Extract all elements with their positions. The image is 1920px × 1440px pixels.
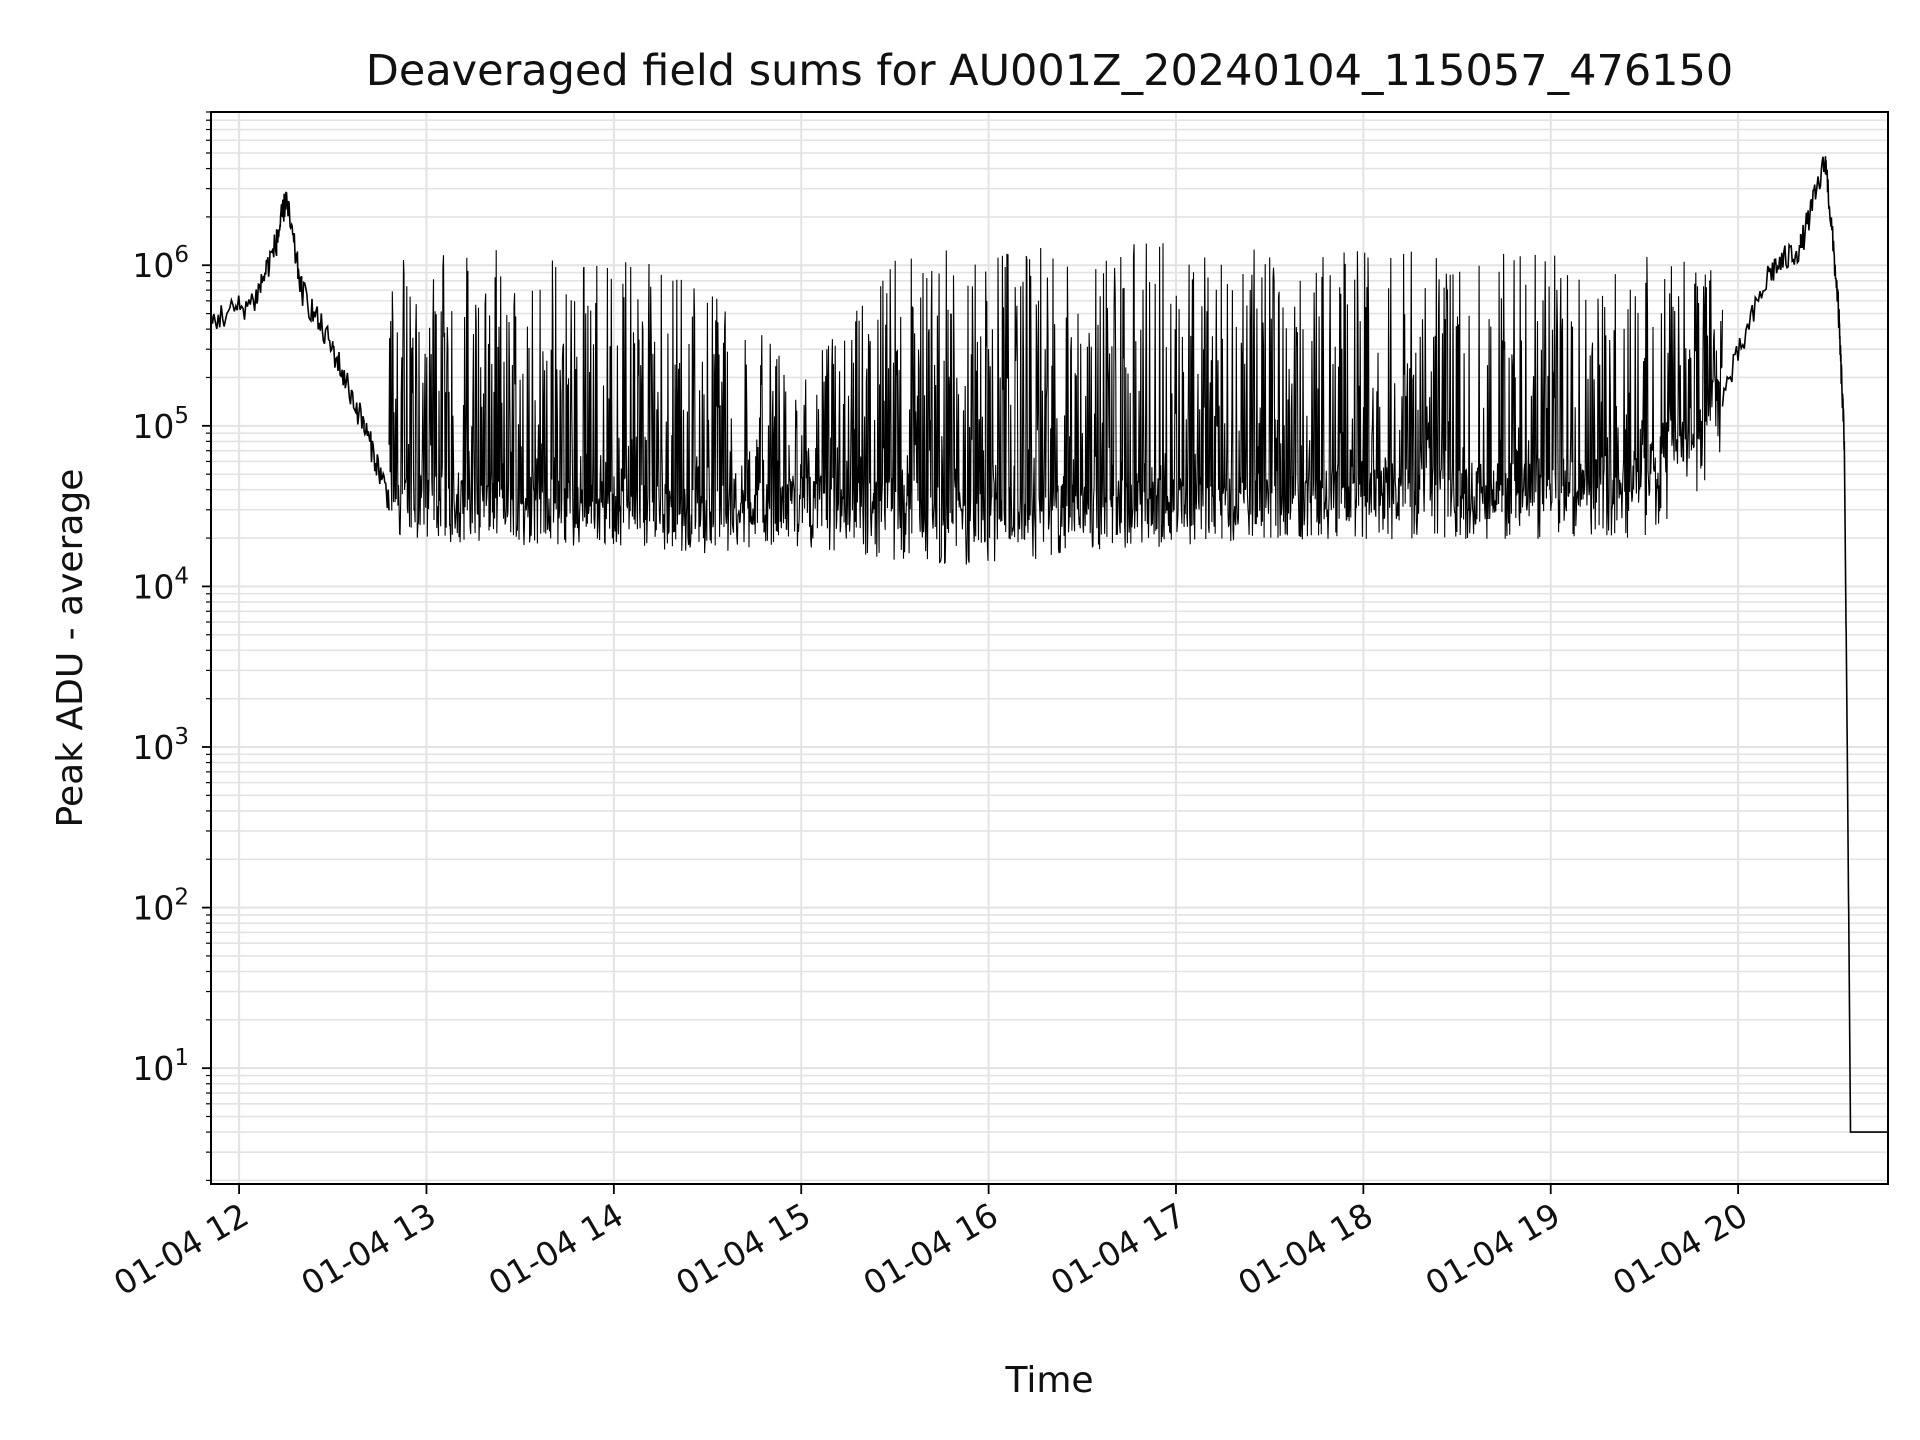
x-axis-label: Time <box>1004 1360 1093 1401</box>
x-tick-label: 01-04 17 <box>1044 1195 1192 1303</box>
x-tick-label: 01-04 20 <box>1606 1195 1754 1303</box>
x-tick-label: 01-04 19 <box>1419 1195 1567 1303</box>
y-tick-label: 104 <box>132 563 189 606</box>
x-tick-label: 01-04 18 <box>1231 1195 1379 1303</box>
y-tick-label: 101 <box>132 1045 189 1088</box>
data-line <box>210 156 1888 1133</box>
chart-title: Deaveraged field sums for AU001Z_2024010… <box>366 46 1734 96</box>
plot-frame <box>210 111 1889 1185</box>
data-layer <box>210 156 1889 1133</box>
x-tick-label: 01-04 12 <box>107 1195 255 1303</box>
y-tick-label: 102 <box>132 885 189 928</box>
y-tick-label: 106 <box>132 242 189 285</box>
x-tick-label: 01-04 15 <box>669 1195 817 1303</box>
y-tick-label: 105 <box>132 403 189 446</box>
x-tick-label: 01-04 14 <box>482 1195 630 1303</box>
y-tick-label: 103 <box>132 724 189 767</box>
x-tick-label: 01-04 13 <box>294 1195 442 1303</box>
data-noise-band <box>388 243 1724 565</box>
y-axis-label: Peak ADU - average <box>50 469 91 828</box>
grid <box>211 111 1888 1184</box>
x-tick-label: 01-04 16 <box>857 1195 1005 1303</box>
